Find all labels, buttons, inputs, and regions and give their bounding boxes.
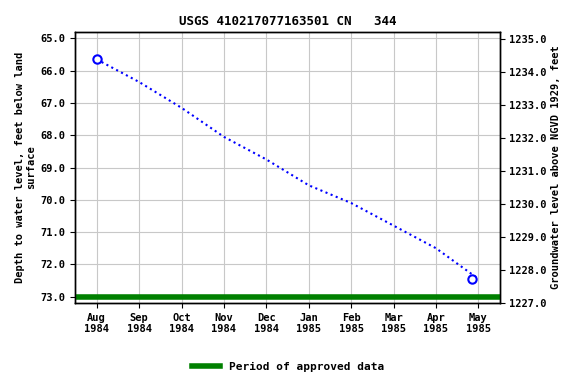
Y-axis label: Groundwater level above NGVD 1929, feet: Groundwater level above NGVD 1929, feet [551,46,561,290]
Y-axis label: Depth to water level, feet below land
surface: Depth to water level, feet below land su… [15,52,37,283]
Title: USGS 410217077163501 CN   344: USGS 410217077163501 CN 344 [179,15,396,28]
Legend: Period of approved data: Period of approved data [188,358,388,377]
